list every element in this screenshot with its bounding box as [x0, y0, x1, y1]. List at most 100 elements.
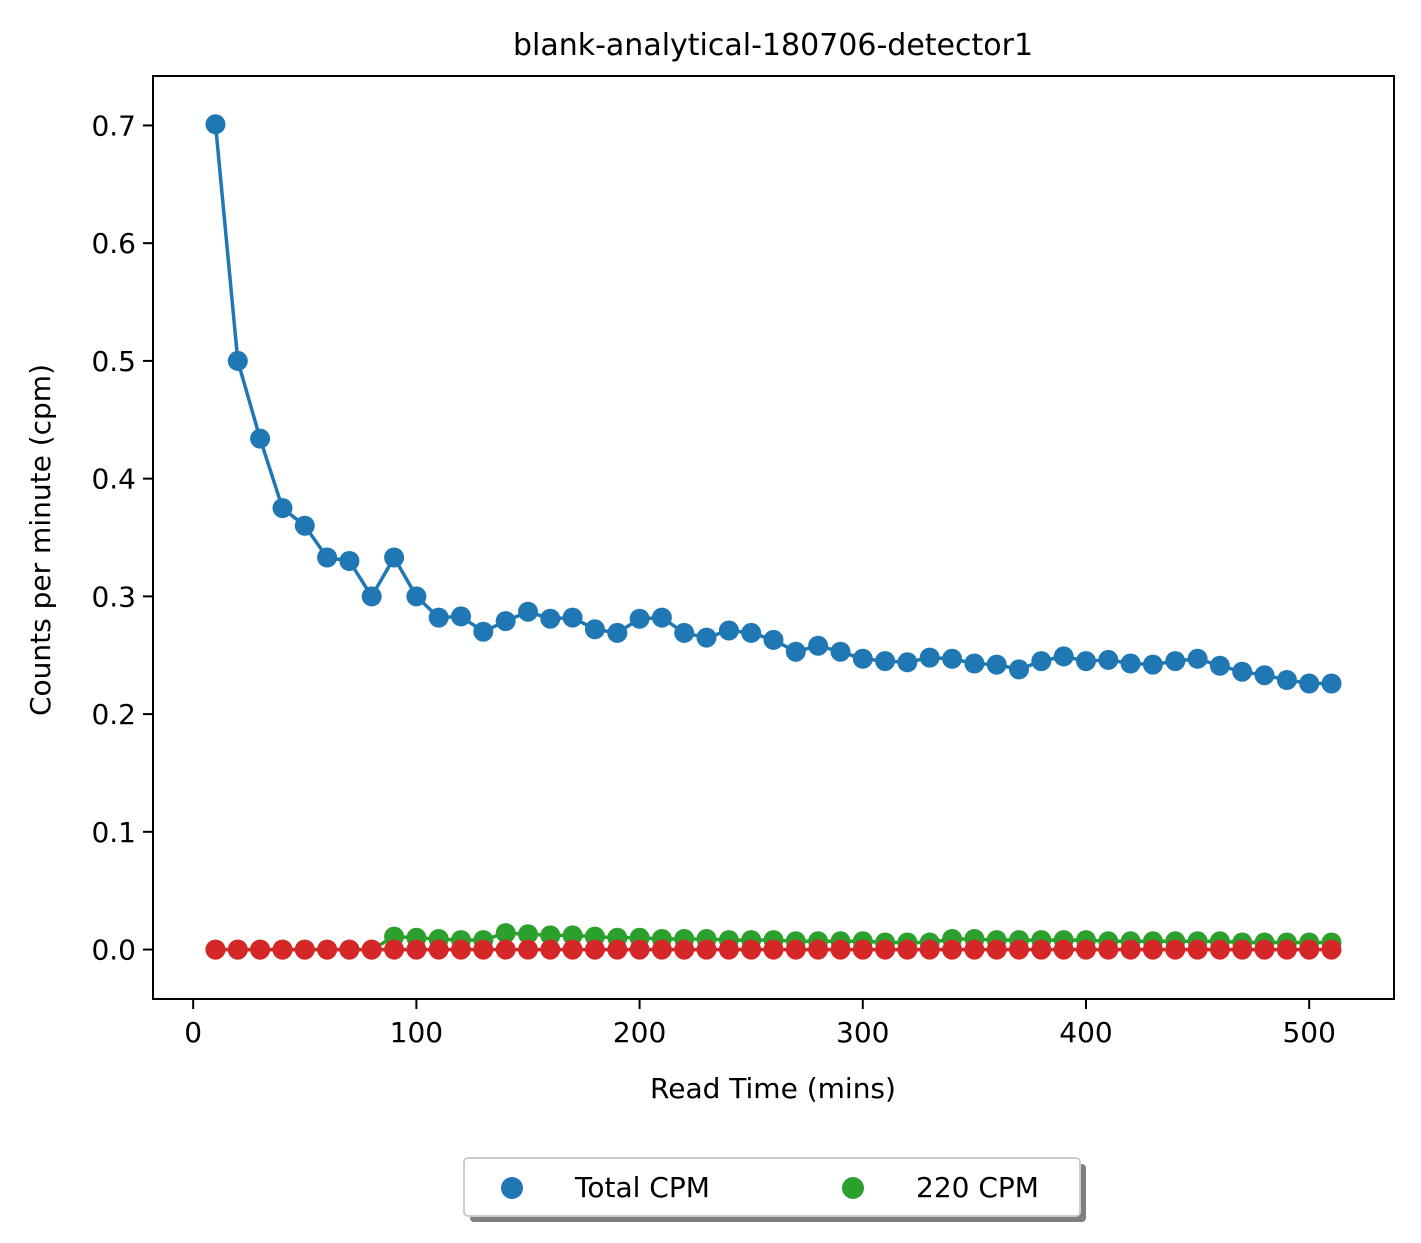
y-tick-label: 0.2	[91, 698, 136, 731]
red-series-point	[272, 939, 293, 960]
red-series-point	[808, 939, 829, 960]
red-series-point	[1142, 939, 1163, 960]
red-series-point	[1098, 939, 1119, 960]
total-cpm-point	[540, 608, 561, 629]
red-series-point	[919, 939, 940, 960]
red-series-point	[852, 939, 873, 960]
total-cpm-point	[875, 651, 896, 672]
axes-frame	[152, 75, 1395, 1000]
x-tick-label: 100	[390, 1016, 443, 1049]
total-cpm-point	[897, 652, 918, 673]
total-cpm-point	[361, 586, 382, 607]
y-tick-label: 0.4	[91, 463, 136, 496]
legend-box	[463, 1157, 1081, 1217]
total-cpm-point	[696, 627, 717, 648]
red-series-point	[696, 939, 717, 960]
red-series-point	[406, 939, 427, 960]
total-cpm-point	[272, 498, 293, 519]
total-cpm-point	[919, 647, 940, 668]
red-series-point	[451, 939, 471, 960]
220-cpm-point	[540, 925, 561, 946]
red-series-point	[1187, 939, 1208, 960]
total-cpm-point	[964, 653, 985, 674]
total-cpm-point	[1209, 655, 1230, 676]
red-series-point	[317, 939, 338, 960]
legend-label-total-cpm: Total CPM	[574, 1171, 710, 1204]
total-cpm-point	[1053, 646, 1074, 667]
red-series-point	[227, 939, 248, 960]
y-tick-label: 0.1	[91, 816, 136, 849]
y-tick-label: 0.6	[91, 227, 136, 260]
total-cpm-point	[808, 635, 829, 656]
red-series-point	[495, 939, 516, 960]
red-series-point	[1031, 939, 1052, 960]
x-tick-label: 400	[1059, 1016, 1112, 1049]
total-cpm-point	[384, 547, 405, 568]
y-tick-label: 0.7	[91, 109, 136, 142]
red-series-point	[1165, 939, 1186, 960]
x-tick-label: 0	[184, 1016, 202, 1049]
y-tick-label: 0.0	[91, 934, 136, 967]
red-series-point	[875, 939, 896, 960]
y-tick-label: 0.3	[91, 580, 136, 613]
220-cpm-point	[562, 925, 583, 946]
plot-area	[205, 114, 1342, 960]
total-cpm-point	[495, 611, 516, 632]
total-cpm-point	[1142, 654, 1163, 675]
red-series-point	[651, 939, 672, 960]
red-series-point	[986, 939, 1007, 960]
total-cpm-point	[651, 607, 672, 628]
red-series-point	[942, 939, 963, 960]
total-cpm-point	[629, 608, 650, 629]
total-cpm-point	[294, 515, 315, 536]
red-series-point	[674, 939, 695, 960]
x-tick-label: 300	[836, 1016, 889, 1049]
red-series-point	[1209, 939, 1230, 960]
red-series-point	[361, 939, 382, 960]
total-cpm-point	[1120, 653, 1141, 674]
red-series-point	[1009, 939, 1029, 960]
220-cpm-point	[495, 923, 516, 944]
red-series-point	[1076, 939, 1096, 960]
red-series-point	[584, 939, 605, 960]
total-cpm-point	[1187, 648, 1208, 669]
total-cpm-point	[986, 654, 1007, 675]
total-cpm-point	[830, 641, 851, 662]
red-series-point	[1053, 939, 1074, 960]
total-cpm-point	[473, 621, 494, 642]
total-cpm-point	[718, 620, 739, 641]
red-series-point	[741, 939, 762, 960]
total-cpm-point	[942, 648, 963, 669]
x-axis: 0 100 200 300 400 500	[184, 999, 1336, 1049]
legend-marker-220-cpm	[842, 1177, 864, 1199]
red-series-point	[518, 939, 538, 960]
red-series-point	[339, 939, 360, 960]
total-cpm-point	[763, 629, 784, 650]
y-tick-label: 0.5	[91, 345, 136, 378]
y-axis: 0.0 0.1 0.2 0.3 0.4 0.5 0.6 0.7	[91, 109, 153, 967]
total-cpm-point	[205, 114, 226, 135]
total-cpm-point	[1254, 665, 1275, 686]
red-series-point	[250, 939, 271, 960]
red-series-point	[1254, 939, 1275, 960]
total-cpm-point	[451, 606, 471, 627]
x-axis-label: Read Time (mins)	[650, 1072, 896, 1105]
total-cpm-point	[741, 622, 762, 643]
red-series-point	[473, 939, 494, 960]
red-series-point	[964, 939, 985, 960]
red-series-point	[718, 939, 739, 960]
total-cpm-point	[1031, 651, 1052, 672]
red-series-point	[205, 939, 226, 960]
red-series-point	[384, 939, 405, 960]
total-cpm-point	[1098, 649, 1119, 670]
red-series-point	[629, 939, 650, 960]
x-tick-label: 500	[1282, 1016, 1335, 1049]
total-cpm-point	[1232, 661, 1253, 682]
red-series-point	[428, 939, 449, 960]
total-cpm-point	[1009, 659, 1029, 680]
legend: Total CPM 220 CPM	[463, 1157, 1086, 1222]
total-cpm-point	[562, 607, 583, 628]
total-cpm-point	[1165, 651, 1186, 672]
red-series-point	[1276, 939, 1297, 960]
total-cpm-point	[317, 547, 338, 568]
